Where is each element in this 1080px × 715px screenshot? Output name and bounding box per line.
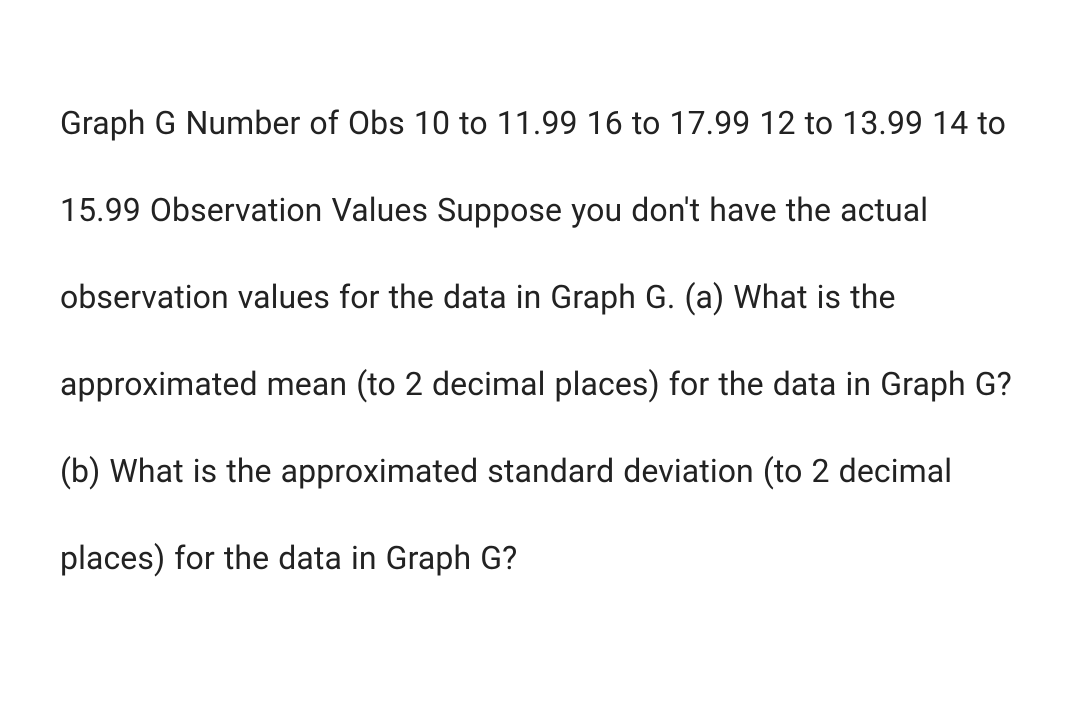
problem-body-text: Graph G Number of Obs 10 to 11.99 16 to … xyxy=(60,80,1020,602)
page-container: Graph G Number of Obs 10 to 11.99 16 to … xyxy=(0,0,1080,715)
